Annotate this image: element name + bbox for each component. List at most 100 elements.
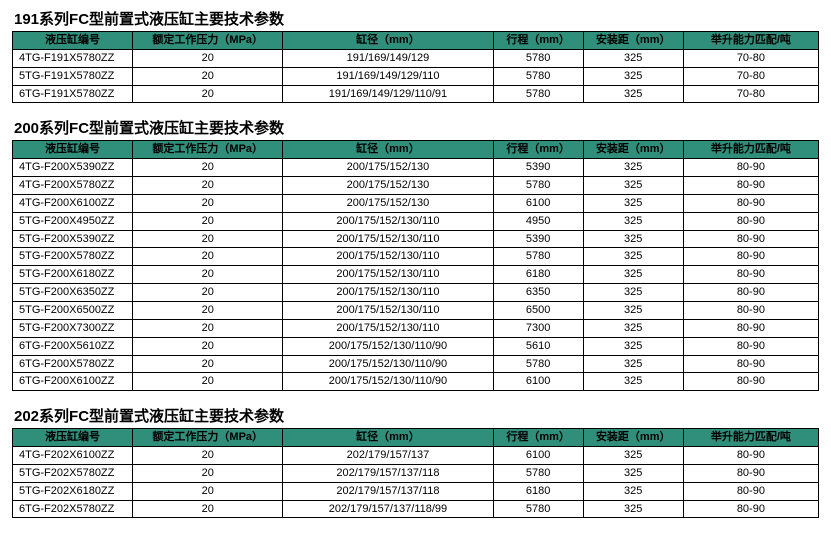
table-cell: 20 [133, 284, 283, 302]
table-cell: 5TG-F200X6350ZZ [13, 284, 133, 302]
table-cell: 20 [133, 159, 283, 177]
table-cell: 6180 [493, 266, 583, 284]
table-cell: 5780 [493, 248, 583, 266]
table-cell: 20 [133, 212, 283, 230]
table-cell: 20 [133, 49, 283, 67]
table-cell: 20 [133, 266, 283, 284]
spec-tables-container: 191系列FC型前置式液压缸主要技术参数液压缸编号额定工作压力（MPa）缸径（m… [12, 8, 819, 518]
table-cell: 80-90 [683, 266, 818, 284]
table-cell: 5TG-F202X5780ZZ [13, 464, 133, 482]
table-cell: 80-90 [683, 355, 818, 373]
table-cell: 80-90 [683, 248, 818, 266]
table-row: 6TG-F200X6100ZZ20200/175/152/130/110/906… [13, 373, 819, 391]
table-row: 4TG-F202X6100ZZ20202/179/157/13761003258… [13, 447, 819, 465]
table-cell: 5780 [493, 49, 583, 67]
table-header-cell: 安装距（mm） [583, 429, 683, 447]
table-row: 5TG-F200X6500ZZ20200/175/152/130/1106500… [13, 301, 819, 319]
table-cell: 325 [583, 67, 683, 85]
table-cell: 6350 [493, 284, 583, 302]
table-cell: 325 [583, 447, 683, 465]
spec-section: 191系列FC型前置式液压缸主要技术参数液压缸编号额定工作压力（MPa）缸径（m… [12, 8, 819, 103]
table-row: 6TG-F191X5780ZZ20191/169/149/129/110/915… [13, 85, 819, 103]
table-cell: 200/175/152/130/110 [283, 266, 493, 284]
table-cell: 200/175/152/130/110 [283, 319, 493, 337]
table-cell: 20 [133, 319, 283, 337]
table-header-cell: 举升能力匹配/吨 [683, 141, 818, 159]
table-cell: 5TG-F200X4950ZZ [13, 212, 133, 230]
table-cell: 80-90 [683, 500, 818, 518]
table-cell: 202/179/157/137/118 [283, 464, 493, 482]
table-header-cell: 行程（mm） [493, 141, 583, 159]
table-row: 5TG-F202X5780ZZ20202/179/157/137/1185780… [13, 464, 819, 482]
table-cell: 325 [583, 159, 683, 177]
table-cell: 5390 [493, 230, 583, 248]
spec-table: 液压缸编号额定工作压力（MPa）缸径（mm）行程（mm）安装距（mm）举升能力匹… [12, 31, 819, 103]
table-cell: 4TG-F200X5780ZZ [13, 177, 133, 195]
table-cell: 20 [133, 355, 283, 373]
table-cell: 325 [583, 301, 683, 319]
table-cell: 80-90 [683, 194, 818, 212]
table-cell: 191/169/149/129/110 [283, 67, 493, 85]
table-cell: 200/175/152/130/110 [283, 212, 493, 230]
table-row: 5TG-F200X4950ZZ20200/175/152/130/1104950… [13, 212, 819, 230]
table-header-cell: 额定工作压力（MPa） [133, 429, 283, 447]
table-header-cell: 缸径（mm） [283, 32, 493, 50]
table-header-cell: 液压缸编号 [13, 141, 133, 159]
table-cell: 325 [583, 337, 683, 355]
section-title: 191系列FC型前置式液压缸主要技术参数 [14, 8, 819, 29]
table-header-cell: 液压缸编号 [13, 32, 133, 50]
table-cell: 325 [583, 248, 683, 266]
table-cell: 325 [583, 464, 683, 482]
table-cell: 80-90 [683, 159, 818, 177]
table-cell: 6TG-F200X5780ZZ [13, 355, 133, 373]
table-cell: 325 [583, 319, 683, 337]
table-cell: 20 [133, 194, 283, 212]
table-cell: 6500 [493, 301, 583, 319]
table-row: 6TG-F200X5610ZZ20200/175/152/130/110/905… [13, 337, 819, 355]
table-cell: 5780 [493, 464, 583, 482]
table-cell: 80-90 [683, 464, 818, 482]
table-cell: 325 [583, 355, 683, 373]
spec-section: 202系列FC型前置式液压缸主要技术参数液压缸编号额定工作压力（MPa）缸径（m… [12, 405, 819, 518]
table-cell: 200/175/152/130/110 [283, 230, 493, 248]
table-cell: 5TG-F200X6500ZZ [13, 301, 133, 319]
table-cell: 4TG-F191X5780ZZ [13, 49, 133, 67]
table-cell: 325 [583, 482, 683, 500]
table-cell: 20 [133, 337, 283, 355]
table-cell: 191/169/149/129 [283, 49, 493, 67]
table-cell: 325 [583, 266, 683, 284]
table-cell: 200/175/152/130/110 [283, 284, 493, 302]
table-cell: 80-90 [683, 482, 818, 500]
table-header-cell: 举升能力匹配/吨 [683, 429, 818, 447]
table-cell: 5TG-F202X6180ZZ [13, 482, 133, 500]
table-cell: 6180 [493, 482, 583, 500]
table-cell: 6100 [493, 194, 583, 212]
table-row: 6TG-F202X5780ZZ20202/179/157/137/118/995… [13, 500, 819, 518]
table-row: 6TG-F200X5780ZZ20200/175/152/130/110/905… [13, 355, 819, 373]
table-cell: 325 [583, 194, 683, 212]
table-cell: 202/179/157/137 [283, 447, 493, 465]
table-cell: 5TG-F191X5780ZZ [13, 67, 133, 85]
table-cell: 6TG-F191X5780ZZ [13, 85, 133, 103]
table-cell: 70-80 [683, 85, 818, 103]
table-cell: 4TG-F200X5390ZZ [13, 159, 133, 177]
table-header-row: 液压缸编号额定工作压力（MPa）缸径（mm）行程（mm）安装距（mm）举升能力匹… [13, 32, 819, 50]
table-cell: 5TG-F200X5390ZZ [13, 230, 133, 248]
table-cell: 20 [133, 67, 283, 85]
table-cell: 200/175/152/130 [283, 177, 493, 195]
table-cell: 4950 [493, 212, 583, 230]
table-row: 4TG-F200X5780ZZ20200/175/152/13057803258… [13, 177, 819, 195]
table-cell: 5TG-F200X6180ZZ [13, 266, 133, 284]
table-cell: 191/169/149/129/110/91 [283, 85, 493, 103]
table-cell: 4TG-F202X6100ZZ [13, 447, 133, 465]
table-row: 5TG-F200X7300ZZ20200/175/152/130/1107300… [13, 319, 819, 337]
table-cell: 325 [583, 230, 683, 248]
table-cell: 80-90 [683, 177, 818, 195]
table-cell: 70-80 [683, 49, 818, 67]
table-cell: 20 [133, 230, 283, 248]
table-cell: 80-90 [683, 284, 818, 302]
table-cell: 80-90 [683, 447, 818, 465]
table-cell: 80-90 [683, 230, 818, 248]
table-cell: 80-90 [683, 337, 818, 355]
table-cell: 20 [133, 373, 283, 391]
